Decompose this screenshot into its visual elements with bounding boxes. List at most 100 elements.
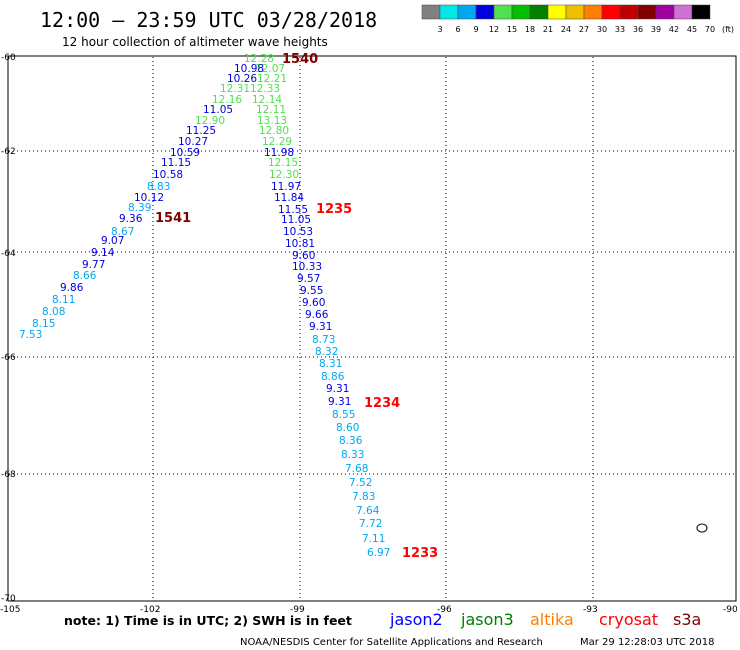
time-label-1234: 1234 [364,396,400,411]
time-label-1235: 1235 [316,202,352,217]
wave-height-point: 9.14 [91,247,115,259]
wave-height-point: 11.25 [186,125,216,137]
legend-label: 24 [561,25,571,34]
sat-cryosat: cryosat [599,610,658,629]
wave-height-point: 10.59 [170,147,200,159]
wave-height-point: 6.97 [367,547,390,559]
wave-height-point: 12.33 [250,83,280,95]
wave-height-point: 11.97 [271,181,301,193]
wave-height-point: 8.11 [52,294,75,306]
map-frame [7,55,737,602]
lon-tick-93: -93 [583,605,598,615]
island-outline [696,523,708,533]
wave-height-point: 9.31 [309,321,332,333]
sat-s3a: s3a [673,610,701,629]
legend-label: 30 [597,25,607,34]
wave-height-point: 11.55 [278,204,308,216]
wave-height-point: 9.57 [297,273,320,285]
wave-height-point: 7.53 [19,329,42,341]
wave-height-point: 9.36 [119,213,143,225]
wave-height-point: 12.16 [212,94,242,106]
wave-height-point: 9.66 [305,309,329,321]
wave-height-point: 12.29 [262,136,292,148]
legend-label: 21 [543,25,553,34]
wave-height-point: 8.83 [147,181,170,193]
lat-tick-66: -66 [1,353,16,363]
legend-swatch [421,4,441,20]
wave-height-point: 8.39 [128,202,151,214]
wave-height-point: 12.11 [256,104,286,116]
wave-height-point: 8.31 [319,358,342,370]
wave-height-point: 10.12 [134,192,164,204]
wave-height-point: 10.81 [285,238,315,250]
wave-height-point: 8.60 [336,422,359,434]
legend-label: 36 [633,25,643,34]
legend-swatch [493,4,513,20]
lon-tick-105: -105 [0,605,20,615]
wave-height-point: 8.32 [315,346,338,358]
legend-label: 12 [489,25,499,34]
wave-height-point: 12.80 [259,125,289,137]
pass-time-labels: 1540 1541 1235 1234 1233 [155,52,438,561]
legend-label: 45 [687,25,697,34]
wave-height-point: 10.98 [234,63,264,75]
lon-tick-102: -102 [140,605,160,615]
legend-label: 3 [437,25,442,34]
wave-height-point: 10.58 [153,169,183,181]
legend-label: 42 [669,25,679,34]
wave-height-point: 11.98 [264,147,294,159]
wave-height-point: 9.55 [300,285,323,297]
legend-label: 33 [615,25,625,34]
wave-height-point: 8.15 [32,318,55,330]
wave-height-point: 10.26 [227,73,257,85]
legend-swatch [619,4,639,20]
legend-label: 15 [507,25,517,34]
legend-swatch [691,4,711,20]
wave-height-point: 8.55 [332,409,355,421]
wave-height-point: 7.52 [349,477,372,489]
wave-height-point: 8.86 [321,371,345,383]
legend-label: 27 [579,25,589,34]
footer-timestamp: Mar 29 12:28:03 UTC 2018 [580,637,715,648]
wave-height-point: 7.68 [345,463,368,475]
wave-height-point: 11.05 [203,104,233,116]
lat-tick-60: -60 [1,53,16,63]
page-title: 12:00 — 23:59 UTC 03/28/2018 [40,8,377,32]
wave-height-point: 12.14 [252,94,282,106]
wave-height-point: 10.33 [292,261,322,273]
wave-height-point: 12.28 [244,53,274,65]
legend-swatch [673,4,693,20]
legend-label: 18 [525,25,535,34]
lat-tick-62: -62 [1,147,16,157]
time-label-1540: 1540 [282,52,318,67]
legend-swatch [565,4,585,20]
legend-swatch [511,4,531,20]
wave-height-point: 7.83 [352,491,375,503]
sat-jason2: jason2 [389,610,443,629]
legend-swatch [583,4,603,20]
sat-altika: altika [530,610,574,629]
wave-height-point: 9.31 [326,383,349,395]
footer-note: note: 1) Time is in UTC; 2) SWH is in fe… [64,613,352,628]
wave-height-point: 9.77 [82,259,105,271]
wave-height-values: 12.2812.0710.9812.2110.2612.3312.3112.14… [19,53,390,559]
legend-label: (ft) [722,25,734,34]
legend-label: 70 [705,25,715,34]
lat-tick-70: -70 [1,594,16,604]
wave-height-point: 12.21 [257,73,287,85]
legend-swatch [529,4,549,20]
wave-height-point: 9.86 [60,282,84,294]
legend-swatch [637,4,657,20]
color-legend: 3 6 9 12 15 18 21 24 27 30 33 36 39 42 45 70 (ft) [421,4,734,34]
legend-swatch [457,4,477,20]
lat-tick-64: -64 [1,249,16,259]
wave-height-point: 8.08 [42,306,65,318]
wave-height-point: 10.27 [178,136,208,148]
wave-height-point: 10.53 [283,226,313,238]
axis-ticks: -105 -102 -99 -96 -93 -90 -60 -62 -64 -6… [0,53,738,615]
wave-height-point: 9.31 [328,396,351,408]
sat-jason3: jason3 [460,610,514,629]
legend-swatch [475,4,495,20]
footer-credit: NOAA/NESDIS Center for Satellite Applica… [240,637,543,648]
